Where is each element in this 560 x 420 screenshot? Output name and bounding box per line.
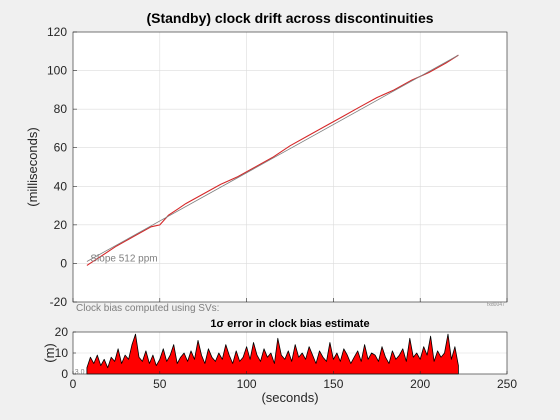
clock-bias-note: Clock bias computed using SVs:	[76, 303, 219, 314]
xtick-label-0: 0	[70, 377, 77, 391]
xtick-label-4: 200	[410, 377, 430, 391]
xtick-label-2: 100	[237, 377, 257, 391]
xtick-label-5: 250	[497, 377, 517, 391]
main-chart: -20 0 20 40 60 80 100 120 (Standby) clock drift…	[25, 10, 507, 309]
main-ytick-label-1: 0	[60, 256, 67, 270]
corner-mark: fxd0047	[487, 302, 505, 308]
main-ytick-label-7: 120	[47, 25, 67, 39]
slope-annotation: Slope 512 ppm	[90, 254, 157, 265]
small-value-label: 3.0	[75, 369, 85, 376]
x-axis-label: (seconds)	[261, 390, 318, 405]
error-ytick-label-0: 0	[61, 367, 68, 381]
error-chart-title: 1σ error in clock bias estimate	[210, 318, 369, 330]
xtick-label-1: 50	[153, 377, 167, 391]
main-ytick-label-5: 80	[54, 102, 68, 116]
main-chart-title: (Standby) clock drift across discontinui…	[146, 10, 433, 26]
main-ytick-label-6: 100	[47, 64, 67, 78]
error-y-axis-label: (m)	[42, 343, 57, 363]
main-ytick-label-4: 60	[54, 141, 68, 155]
main-y-axis-label: (milliseconds)	[25, 127, 40, 206]
main-ytick-label-3: 40	[54, 179, 68, 193]
xtick-label-3: 150	[323, 377, 343, 391]
main-ytick-label-0: -20	[50, 295, 68, 309]
error-ytick-label-2: 20	[55, 325, 69, 339]
main-ytick-label-2: 20	[54, 218, 68, 232]
